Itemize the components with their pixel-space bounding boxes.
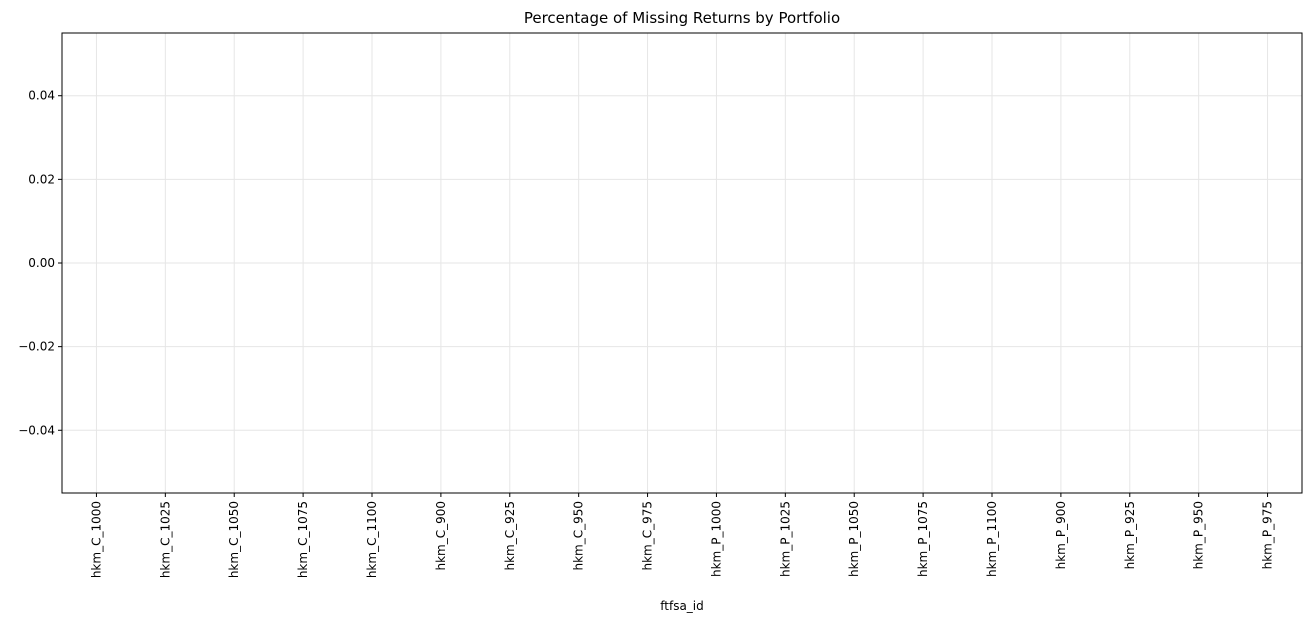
x-tick-label: hkm_C_1075 [296, 501, 310, 578]
y-tick-label: 0.04 [28, 89, 55, 103]
x-tick-label: hkm_P_925 [1123, 501, 1137, 569]
x-tick-label: hkm_P_900 [1054, 501, 1068, 569]
chart-title: Percentage of Missing Returns by Portfol… [524, 9, 840, 27]
x-tick-label: hkm_C_975 [641, 501, 655, 571]
grid [62, 33, 1302, 493]
x-tick-label: hkm_P_1075 [916, 501, 930, 577]
y-tick-label: 0.00 [28, 256, 55, 270]
x-tick-label: hkm_P_1100 [985, 501, 999, 577]
x-tick-label: hkm_P_1050 [847, 501, 861, 577]
y-tick-label: 0.02 [28, 172, 55, 186]
x-tick-label: hkm_C_950 [572, 501, 586, 571]
x-axis: hkm_C_1000 hkm_C_1025 hkm_C_1050 hkm_C_1075… [89, 493, 1275, 578]
x-axis-label: ftfsa_id [660, 599, 704, 613]
x-tick-label: hkm_C_1050 [227, 501, 241, 578]
y-tick-label: −0.02 [18, 340, 55, 354]
x-tick-label: hkm_C_1100 [365, 501, 379, 578]
x-tick-label: hkm_C_925 [503, 501, 517, 571]
y-tick-label: −0.04 [18, 423, 55, 437]
x-tick-label: hkm_P_975 [1261, 501, 1275, 569]
x-tick-label: hkm_C_1025 [158, 501, 172, 578]
x-tick-label: hkm_C_1000 [89, 501, 103, 578]
y-axis: −0.04 −0.02 0.00 0.02 0.04 [18, 89, 62, 437]
x-tick-label: hkm_P_1025 [778, 501, 792, 577]
x-tick-label: hkm_P_1000 [709, 501, 723, 577]
x-tick-label: hkm_P_950 [1192, 501, 1206, 569]
x-tick-label: hkm_C_900 [434, 501, 448, 571]
